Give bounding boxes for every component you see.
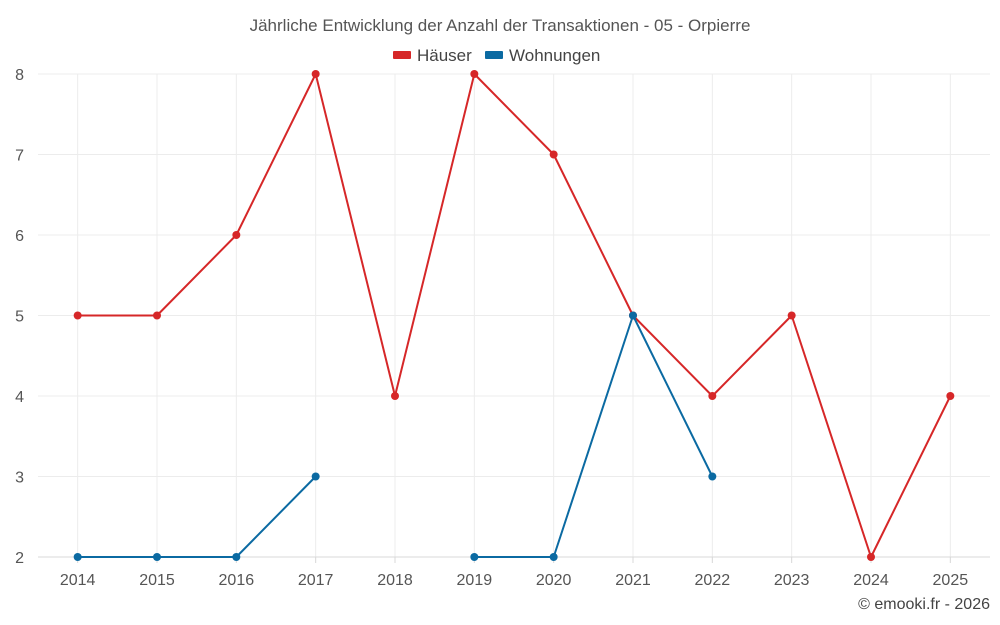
series-1: [73, 311, 717, 561]
data-point[interactable]: [867, 553, 875, 561]
data-point[interactable]: [470, 553, 479, 561]
legend-label-wohnungen: Wohnungen: [509, 46, 600, 65]
data-point[interactable]: [708, 472, 717, 481]
x-tick-label: 2025: [933, 572, 969, 589]
legend: Häuser Wohnungen: [393, 46, 600, 65]
x-tick-label: 2019: [457, 572, 493, 589]
data-point[interactable]: [73, 553, 82, 561]
data-point[interactable]: [946, 392, 955, 400]
x-tick-label: 2023: [774, 572, 810, 589]
series: [73, 70, 955, 561]
y-tick-label: 6: [15, 228, 24, 245]
x-tick-label: 2016: [219, 572, 255, 589]
series-line: [76, 475, 317, 558]
legend-item-wohnungen[interactable]: Wohnungen: [485, 46, 600, 65]
data-point[interactable]: [153, 553, 161, 561]
y-tick-label: 3: [15, 470, 24, 487]
series-line: [473, 314, 714, 558]
x-tick-label: 2014: [60, 572, 96, 589]
y-tick-label: 8: [15, 67, 24, 84]
y-tick-label: 2: [15, 550, 24, 567]
data-point[interactable]: [787, 311, 796, 320]
data-point[interactable]: [232, 231, 241, 239]
x-tick-label: 2020: [536, 572, 572, 589]
axes: 2 3 4 5 6 7 8 2014 2015 2016 2017 2018 2019 2020 2021 2…: [15, 67, 990, 589]
credit-text: © emooki.fr - 2026: [858, 596, 990, 613]
data-point[interactable]: [311, 472, 320, 481]
legend-swatch-wohnungen: [485, 51, 503, 59]
x-tick-label: 2018: [377, 572, 413, 589]
data-point[interactable]: [629, 311, 637, 320]
chart-title: Jährliche Entwicklung der Anzahl der Tra…: [250, 16, 751, 35]
x-tick-label: 2017: [298, 572, 334, 589]
x-tick-label: 2024: [853, 572, 889, 589]
series-line: [76, 73, 952, 558]
data-point[interactable]: [232, 553, 241, 561]
data-point[interactable]: [549, 150, 558, 159]
legend-swatch-haeuser: [393, 51, 411, 59]
y-tick-label: 4: [15, 389, 24, 406]
legend-label-haeuser: Häuser: [417, 46, 472, 65]
data-point[interactable]: [153, 311, 161, 320]
y-tick-label: 5: [15, 309, 24, 326]
y-tick-label: 7: [15, 148, 24, 165]
data-point[interactable]: [391, 392, 399, 400]
legend-item-haeuser[interactable]: Häuser: [393, 46, 472, 65]
data-point[interactable]: [549, 553, 558, 561]
x-tick-label: 2022: [695, 572, 731, 589]
data-point[interactable]: [73, 311, 82, 320]
data-point[interactable]: [311, 70, 320, 78]
x-tick-label: 2015: [139, 572, 175, 589]
data-point[interactable]: [470, 70, 479, 78]
data-point[interactable]: [708, 392, 717, 400]
x-tick-label: 2021: [615, 572, 651, 589]
